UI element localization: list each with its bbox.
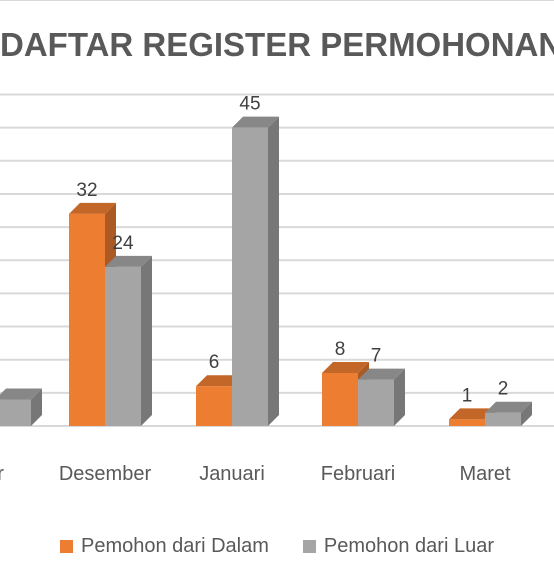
bar-side-luar [31,388,42,426]
data-label-dalam: 6 [209,352,220,373]
x-tick-label: Februari [321,463,395,485]
bar-top-dalam [449,408,496,420]
bar-luar-Februari[interactable] [358,379,394,426]
bar-top-luar [0,388,42,400]
bar-side-luar [394,368,405,426]
legend-label-luar: Pemohon dari Luar [323,534,494,557]
data-label-luar: 2 [498,379,509,400]
bar-dalam-Januari[interactable] [196,386,232,426]
data-label-dalam: 32 [76,180,97,201]
x-tick-label: Desember [59,463,152,485]
bar-luar-Desember[interactable] [105,266,141,426]
bar-top-luar [105,255,152,267]
bar-top-dalam [322,361,369,373]
data-label-dalam: 1 [462,385,473,406]
data-label-dalam: 8 [335,339,346,360]
legend-item-luar[interactable]: Pemohon dari Luar [302,534,494,558]
chart-title: DAFTAR REGISTER PERMOHONAN [0,26,554,63]
bar-side-luar [268,116,279,427]
bar-luar-Januari[interactable] [232,127,268,427]
bar-top-dalam [69,202,116,214]
x-tick-label: Maret [459,463,511,485]
bar-top-luar [232,116,279,128]
legend-label-dalam: Pemohon dari Dalam [81,534,269,557]
legend-swatch-luar [302,539,316,553]
x-tick-label: Januari [199,463,265,485]
legend-item-dalam[interactable]: Pemohon dari Dalam [60,535,269,558]
x-tick-label: er [0,463,4,485]
data-label-luar: 7 [371,346,382,367]
data-label-luar: 45 [239,94,260,115]
bar-chart: er Desember 32 24 Januari 6 45 Februari 8 7 Maret 1… [0,93,554,485]
bar-dalam-Februari[interactable] [322,372,358,426]
bar-luar-er[interactable] [0,399,31,426]
bar-top-dalam [196,375,243,387]
bar-dalam-Maret[interactable] [449,419,485,426]
bar-luar-Maret[interactable] [485,412,521,426]
data-label-luar: 24 [112,233,134,254]
chart-top-border [0,0,554,1]
chart-legend: Pemohon dari Dalam Pemohon dari Luar [0,532,554,560]
bar-dalam-Desember[interactable] [69,213,105,426]
bar-top-luar [358,368,405,380]
legend-swatch-dalam [60,539,73,553]
bar-side-luar [521,401,532,426]
bar-side-luar [141,255,152,426]
bar-top-luar [485,401,532,413]
